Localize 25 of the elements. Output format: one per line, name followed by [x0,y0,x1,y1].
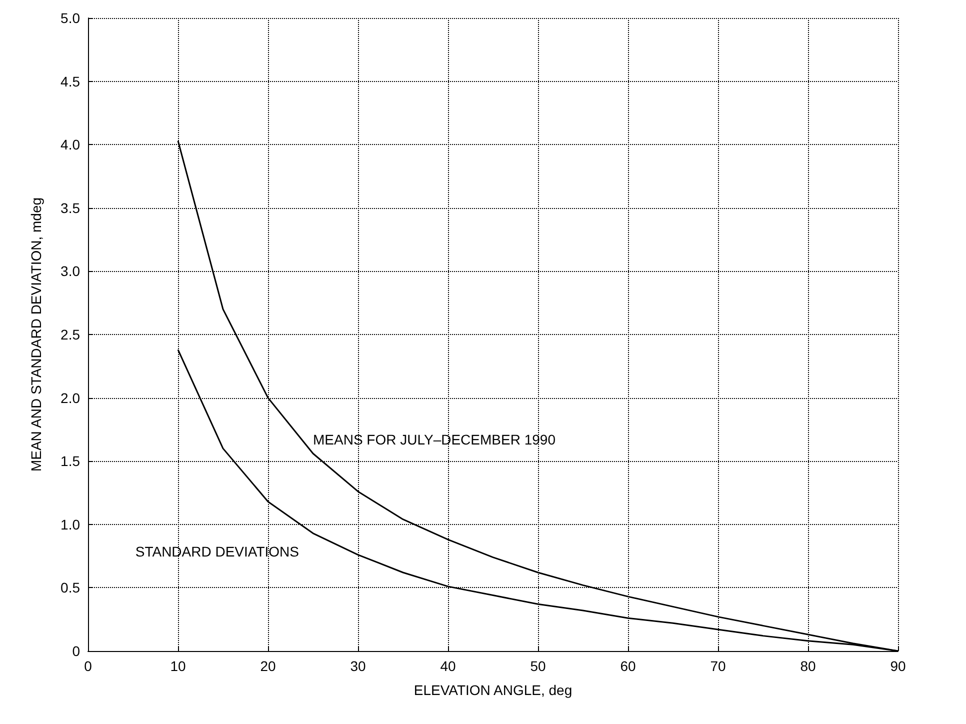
y-tick-label: 0.5 [60,580,80,596]
x-tick-label: 20 [260,658,276,674]
y-tick-label: 2.0 [60,390,80,406]
y-tick-label: 3.0 [60,263,80,280]
y-tick-label: 0 [72,643,80,659]
y-tick-label: 1.0 [60,516,80,532]
x-tick-label: 10 [170,658,186,674]
x-tick-label: 0 [84,658,92,674]
y-axis-title: MEAN AND STANDARD DEVIATION, mdeg [28,197,44,472]
y-tick-label: 4.0 [60,136,80,153]
y-tick-label: 5.0 [60,10,80,26]
x-tick-label: 70 [710,658,726,674]
y-tick-label: 4.5 [60,73,80,90]
series-label: MEANS FOR JULY–DECEMBER 1990 [313,432,556,448]
series-label: STANDARD DEVIATIONS [135,543,299,560]
x-axis-title: ELEVATION ANGLE, deg [414,682,572,698]
x-tick-label: 50 [530,658,546,674]
y-tick-label: 2.5 [60,326,80,342]
x-tick-label: 30 [350,658,366,674]
x-tick-label: 40 [440,658,456,674]
y-tick-label: 1.5 [60,453,80,470]
x-tick-label: 80 [800,658,816,674]
y-tick-label: 3.5 [60,200,80,216]
x-tick-label: 60 [620,658,636,674]
x-tick-label: 90 [890,658,906,674]
